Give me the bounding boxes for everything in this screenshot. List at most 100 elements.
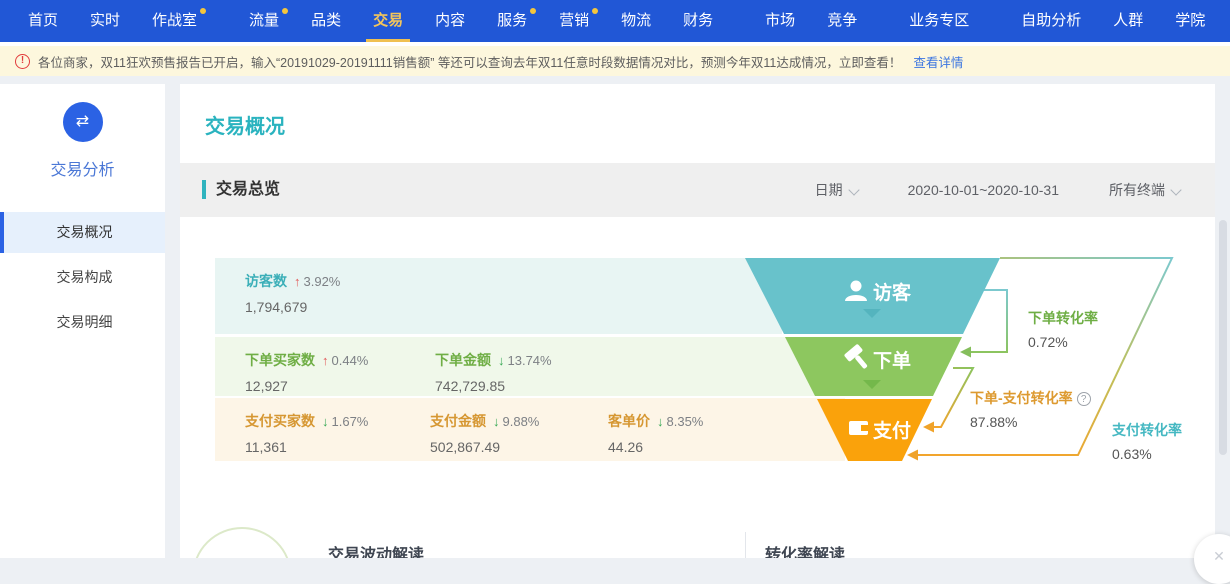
metric-label: 下单买家数: [245, 352, 315, 368]
nav-item-logistics[interactable]: 物流: [605, 0, 667, 42]
nav-item-label: 业务专区: [909, 12, 970, 29]
nav-item-finance[interactable]: 财务: [667, 0, 729, 42]
trend-down-icon: ↓: [322, 414, 329, 429]
metric-pay-buyers: 支付买家数 ↓ 1.67% 11,361: [245, 411, 368, 455]
conversion-analysis-section-title: 转化率解读: [765, 547, 846, 558]
nav-item-label: 学院: [1175, 12, 1206, 29]
funnel-stage-order: [785, 337, 962, 396]
chevron-down-icon: [1170, 184, 1182, 196]
nav-item-label: 自助分析: [1021, 12, 1082, 29]
date-range-picker[interactable]: 2020-10-01~2020-10-31: [907, 182, 1059, 198]
metric-change: 3.92%: [303, 274, 341, 289]
nav-item-label: 作战室: [152, 12, 198, 29]
nav-item-market[interactable]: 市场: [749, 0, 811, 42]
nav-item-label: 财务: [683, 12, 714, 29]
nav-item-competition[interactable]: 竞争: [811, 0, 873, 42]
sidebar-title: 交易分析: [50, 162, 115, 179]
nav-item-label: 实时: [90, 12, 121, 29]
nav-item-service[interactable]: 服务: [481, 0, 543, 42]
nav-item-traffic[interactable]: 流量: [233, 0, 295, 42]
metric-order-amount: 下单金额 ↓ 13.74% 742,729.85: [435, 350, 552, 394]
metric-change: 0.44%: [331, 353, 369, 368]
nav-item-business-zone[interactable]: 业务专区: [893, 0, 985, 42]
conversion-label: 下单-支付转化率?: [970, 388, 1091, 408]
terminal-dropdown-label: 所有终端: [1109, 182, 1165, 198]
metric-change: 9.88%: [502, 414, 540, 429]
funnel-stage-pay: [817, 399, 932, 461]
nav-item-label: 流量: [249, 12, 280, 29]
nav-item-label: 物流: [621, 12, 652, 29]
nav-item-marketing[interactable]: 营销: [543, 0, 605, 42]
conversion-value: 87.88%: [970, 414, 1018, 430]
date-dimension-dropdown[interactable]: 日期: [814, 180, 860, 200]
nav-item-label: 人群: [1113, 12, 1144, 29]
warning-icon: !: [15, 53, 30, 69]
metric-value: 44.26: [608, 439, 644, 455]
new-badge-dot: [282, 8, 289, 14]
nav-item-self-analysis[interactable]: 自助分析: [1005, 0, 1097, 42]
metric-change: 13.74%: [507, 353, 552, 368]
nav-item-war-room[interactable]: 作战室: [136, 0, 213, 42]
trend-up-icon: ↑: [322, 353, 329, 368]
notice-bar: ! 各位商家，双11狂欢预售报告已开启，输入“20191029-20191111…: [0, 46, 1230, 76]
sidebar-item-trade-composition[interactable]: 交易构成: [0, 257, 165, 298]
conversion-funnel-chart: 访客 下单 支付: [745, 257, 1174, 461]
conversion-label: 支付转化率: [1112, 422, 1182, 438]
metric-label: 客单价: [608, 413, 650, 429]
scrollbar-thumb[interactable]: [1219, 220, 1227, 455]
nav-item-label: 交易: [373, 12, 404, 29]
new-badge-dot: [530, 8, 537, 14]
arrow-left-icon: [960, 346, 971, 358]
nav-item-label: 首页: [28, 12, 59, 29]
new-badge-dot: [200, 8, 207, 14]
nav-item-realtime[interactable]: 实时: [74, 0, 136, 42]
funnel-stage-label: 访客: [873, 281, 912, 304]
notice-detail-link[interactable]: 查看详情: [913, 55, 964, 70]
pay-conversion-rate: 支付转化率 0.63%: [1112, 420, 1182, 462]
conversion-value: 0.72%: [1028, 334, 1068, 350]
connector-order-pay-conversion: [934, 367, 975, 428]
notice-text: 各位商家，双11狂欢预售报告已开启，输入“20191029-20191111销售…: [38, 55, 902, 70]
sidebar-item-trade-overview[interactable]: 交易概况: [0, 212, 165, 253]
metric-visitor-count: 访客数 ↑ 3.92% 1,794,679: [245, 271, 340, 315]
nav-item-content[interactable]: 内容: [419, 0, 481, 42]
floating-close-widget[interactable]: ✕: [1194, 534, 1230, 584]
funnel-stage-visitor: [745, 258, 1000, 334]
nav-item-label: 市场: [765, 12, 796, 29]
overview-filters: 日期 2020-10-01~2020-10-31 所有终端: [814, 163, 1182, 217]
sidebar-item-trade-detail[interactable]: 交易明细: [0, 302, 165, 343]
trend-down-icon: ↓: [498, 353, 505, 368]
sidebar-item-label: 交易构成: [56, 269, 113, 285]
gauge-ring-chart: [192, 527, 292, 558]
transaction-analysis-icon: ⇄: [62, 102, 103, 142]
conversion-value: 0.63%: [1112, 446, 1152, 462]
trend-down-icon: ↓: [493, 414, 500, 429]
section-divider: [745, 532, 746, 558]
section-header-overview: 交易总览 日期 2020-10-01~2020-10-31 所有终端: [180, 163, 1215, 217]
funnel-row-visitor: 访客数 ↑ 3.92% 1,794,679: [215, 258, 782, 334]
nav-item-label: 品类: [311, 12, 342, 29]
nav-item-trade[interactable]: 交易: [357, 0, 419, 42]
metric-value: 502,867.49: [430, 439, 501, 455]
help-icon[interactable]: ?: [1076, 392, 1091, 406]
sidebar-item-label: 交易概况: [56, 224, 113, 240]
visitor-person-icon: [845, 280, 867, 301]
overview-section-title: 交易总览: [202, 180, 280, 199]
nav-item-category[interactable]: 品类: [295, 0, 357, 42]
nav-item-label: 竞争: [827, 12, 858, 29]
funnel-stage-label: 下单: [873, 349, 911, 372]
nav-item-label: 营销: [559, 12, 590, 29]
date-dropdown-label: 日期: [814, 182, 843, 198]
chevron-down-icon: [863, 309, 881, 318]
close-icon: ✕: [1213, 548, 1225, 564]
nav-item-label: 服务: [497, 12, 528, 29]
nav-item-home[interactable]: 首页: [12, 0, 74, 42]
terminal-dropdown[interactable]: 所有终端: [1109, 180, 1182, 200]
order-pay-conversion-rate: 下单-支付转化率? 87.88%: [970, 388, 1091, 430]
metric-value: 12,927: [245, 378, 288, 394]
trend-up-icon: ↑: [294, 274, 301, 289]
order-conversion-rate: 下单转化率 0.72%: [1028, 308, 1098, 350]
nav-item-academy[interactable]: 学院: [1159, 0, 1221, 42]
nav-item-crowd[interactable]: 人群: [1097, 0, 1159, 42]
order-gavel-icon: [844, 344, 868, 369]
